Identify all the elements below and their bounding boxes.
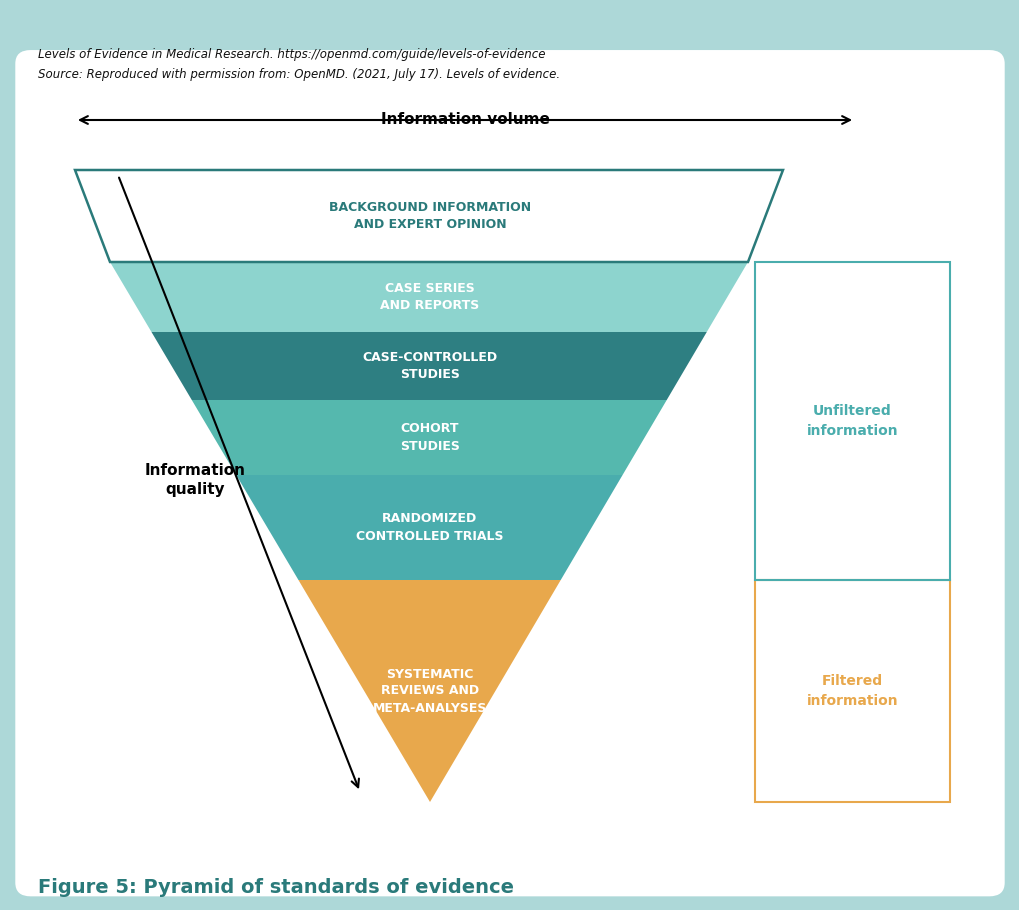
Polygon shape: [110, 262, 747, 332]
Text: Information volume: Information volume: [380, 112, 549, 127]
Text: Unfiltered
information: Unfiltered information: [806, 404, 898, 438]
Text: Levels of Evidence in Medical Research. https://openmd.com/guide/levels-of-evide: Levels of Evidence in Medical Research. …: [38, 48, 545, 61]
Polygon shape: [236, 475, 622, 580]
Text: Figure 5: Pyramid of standards of evidence: Figure 5: Pyramid of standards of eviden…: [38, 878, 514, 897]
Text: Source: Reproduced with permission from: OpenMD. (2021, July 17). Levels of evid: Source: Reproduced with permission from:…: [38, 68, 559, 81]
Polygon shape: [299, 580, 560, 802]
Bar: [754, 580, 949, 802]
Text: Filtered
information: Filtered information: [806, 674, 898, 708]
Text: COHORT
STUDIES: COHORT STUDIES: [399, 422, 460, 452]
Text: RANDOMIZED
CONTROLLED TRIALS: RANDOMIZED CONTROLLED TRIALS: [356, 512, 503, 542]
Polygon shape: [192, 400, 666, 475]
Polygon shape: [152, 332, 706, 400]
Text: BACKGROUND INFORMATION
AND EXPERT OPINION: BACKGROUND INFORMATION AND EXPERT OPINIO…: [328, 201, 531, 231]
Polygon shape: [75, 170, 783, 262]
Text: Information
quality: Information quality: [145, 462, 246, 498]
Text: CASE SERIES
AND REPORTS: CASE SERIES AND REPORTS: [380, 282, 479, 312]
Text: CASE-CONTROLLED
STUDIES: CASE-CONTROLLED STUDIES: [362, 351, 497, 381]
Text: SYSTEMATIC
REVIEWS AND
META-ANALYSES: SYSTEMATIC REVIEWS AND META-ANALYSES: [373, 668, 487, 714]
Bar: [754, 262, 949, 580]
